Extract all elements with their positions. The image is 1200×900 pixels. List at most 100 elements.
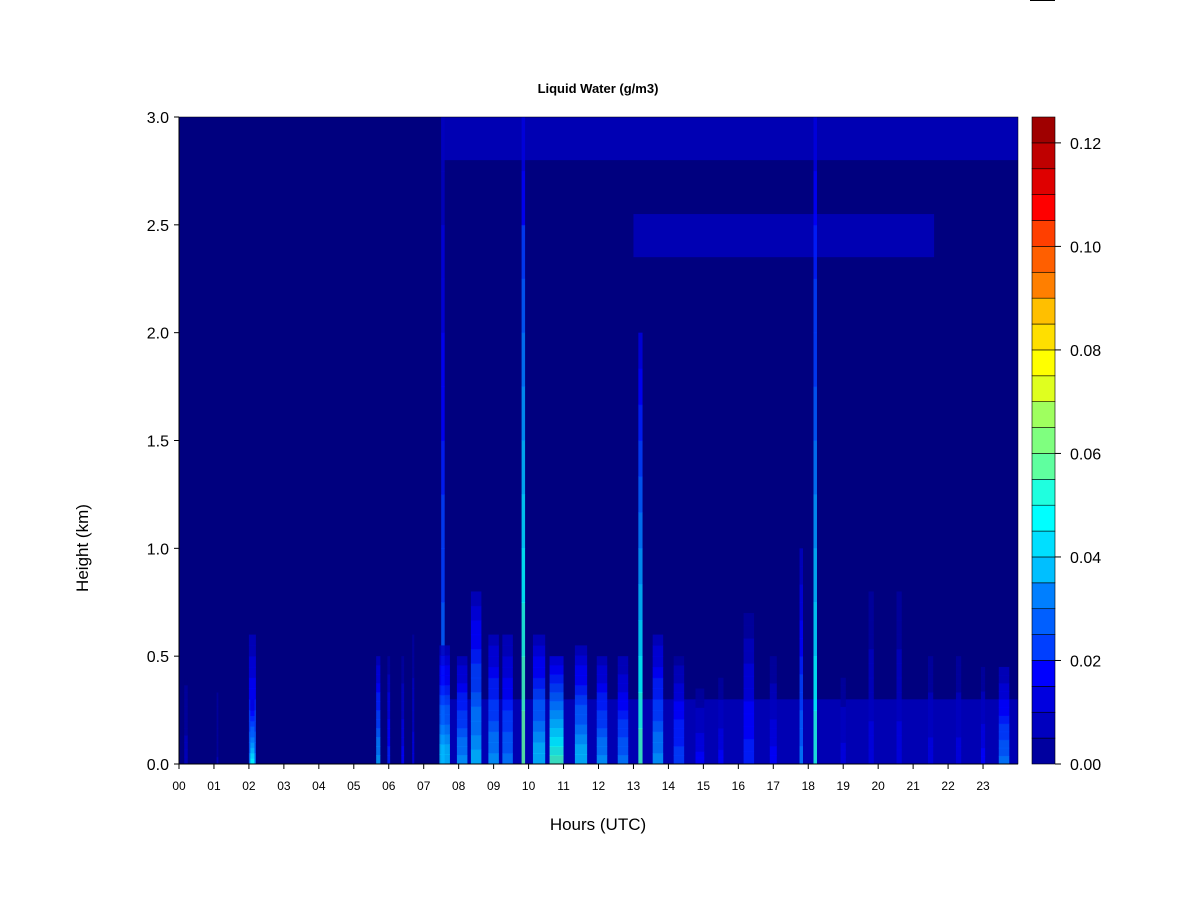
- heatmap-cell: [673, 701, 685, 711]
- heatmap-cell: [248, 666, 256, 679]
- heatmap-cell: [743, 625, 755, 639]
- heatmap-cell: [412, 688, 415, 700]
- heatmap-cell: [840, 706, 846, 715]
- heatmap-cell: [470, 591, 482, 607]
- heatmap-cell: [502, 710, 513, 722]
- x-tick-label: 09: [487, 779, 501, 793]
- heatmap-cell: [401, 674, 405, 684]
- heatmap-cell: [718, 692, 724, 700]
- heatmap-cell: [769, 755, 777, 765]
- heatmap-cell: [840, 742, 846, 751]
- heatmap-cell: [927, 746, 934, 756]
- y-tick-label: 1.5: [147, 434, 169, 451]
- heatmap-cell: [521, 170, 526, 226]
- heatmap-cell: [896, 720, 902, 736]
- heatmap-event-13: [502, 634, 513, 765]
- heatmap-cell: [998, 715, 1010, 725]
- heatmap-cell: [718, 699, 724, 707]
- heatmap-cell: [488, 699, 499, 711]
- heatmap-cell: [980, 715, 986, 725]
- heatmap-cell: [695, 688, 705, 696]
- heatmap-cell: [769, 674, 777, 684]
- heatmap-cell: [673, 728, 685, 738]
- heatmap-cell: [456, 683, 468, 693]
- heatmap-cell: [896, 591, 902, 607]
- heatmap-cell: [695, 694, 705, 702]
- heatmap-cell: [184, 742, 188, 751]
- heatmap-cell: [532, 645, 546, 657]
- colorbar-band: [1031, 556, 1056, 584]
- heatmap-cell: [617, 683, 629, 693]
- x-tick-label: 21: [906, 779, 920, 793]
- heatmap-cell: [376, 683, 381, 693]
- heatmap-layer-1: [633, 214, 935, 258]
- colorbar-band: [1031, 711, 1056, 739]
- heatmap-cell: [596, 746, 608, 756]
- colorbar-tick-label: 0.02: [1070, 653, 1101, 670]
- heatmap-cell: [617, 701, 629, 711]
- heatmap-cell: [617, 710, 629, 720]
- heatmap-cell: [980, 675, 986, 684]
- heatmap-cell: [532, 699, 546, 711]
- heatmap-cell: [387, 728, 391, 738]
- heatmap-cell: [376, 656, 381, 666]
- heatmap-cell: [927, 719, 934, 729]
- heatmap-cell: [521, 224, 526, 280]
- heatmap-cell: [813, 656, 817, 711]
- heatmap-cell: [955, 674, 962, 684]
- colorbar-band: [1031, 375, 1056, 402]
- heatmap-cell: [596, 737, 608, 747]
- heatmap-cell: [927, 710, 934, 720]
- heatmap-cell: [387, 701, 391, 711]
- heatmap-cell: [695, 732, 705, 740]
- heatmap-cell: [521, 710, 526, 765]
- colorbar-band: [1031, 271, 1056, 299]
- heatmap-cell: [216, 684, 219, 693]
- heatmap-cell: [401, 683, 405, 693]
- x-tick-label: 00: [172, 779, 186, 793]
- heatmap-cell: [441, 494, 445, 549]
- heatmap-cell: [439, 675, 450, 686]
- heatmap-cell: [596, 683, 608, 693]
- heatmap-cell: [387, 710, 391, 720]
- heatmap-cell: [955, 692, 962, 702]
- heatmap-cell: [980, 747, 986, 757]
- heatmap-cell: [718, 720, 724, 729]
- heatmap-cell: [673, 710, 685, 720]
- heatmap-cell: [927, 701, 934, 711]
- heatmap-cell: [439, 645, 450, 656]
- heatmap-cell: [799, 620, 804, 639]
- heatmap-cell: [998, 747, 1010, 757]
- x-tick-label: 06: [382, 779, 396, 793]
- heatmap-cell: [250, 720, 255, 727]
- heatmap-cell: [412, 731, 415, 743]
- heatmap-cell: [743, 726, 755, 740]
- heatmap-cell: [896, 605, 902, 621]
- heatmap-cell: [441, 548, 445, 603]
- colorbar-band: [1031, 737, 1056, 765]
- heatmap-event-32: [927, 656, 934, 765]
- heatmap-cell: [638, 476, 643, 513]
- colorbar-tick-label: 0.08: [1070, 343, 1101, 360]
- heatmap-cell: [799, 656, 804, 675]
- heatmap-event-9: [439, 645, 450, 765]
- heatmap-cell: [813, 548, 817, 603]
- heatmap-cell: [574, 704, 588, 716]
- heatmap-cell: [769, 656, 777, 666]
- heatmap-cell: [456, 656, 468, 666]
- heatmap-cell: [980, 755, 986, 765]
- heatmap-cell: [617, 665, 629, 675]
- heatmap-cell: [652, 731, 664, 743]
- heatmap-cell: [441, 117, 445, 172]
- heatmap-cell: [502, 742, 513, 754]
- heatmap-event-22: [673, 656, 685, 765]
- heatmap-cell: [439, 684, 450, 696]
- x-tick-label: 23: [976, 779, 990, 793]
- heatmap-cell: [574, 684, 588, 696]
- heatmap-cell: [521, 117, 526, 172]
- x-tick-label: 19: [837, 779, 851, 793]
- heatmap-cell: [532, 731, 546, 743]
- heatmap-cell: [574, 694, 588, 706]
- heatmap-cell: [502, 645, 513, 657]
